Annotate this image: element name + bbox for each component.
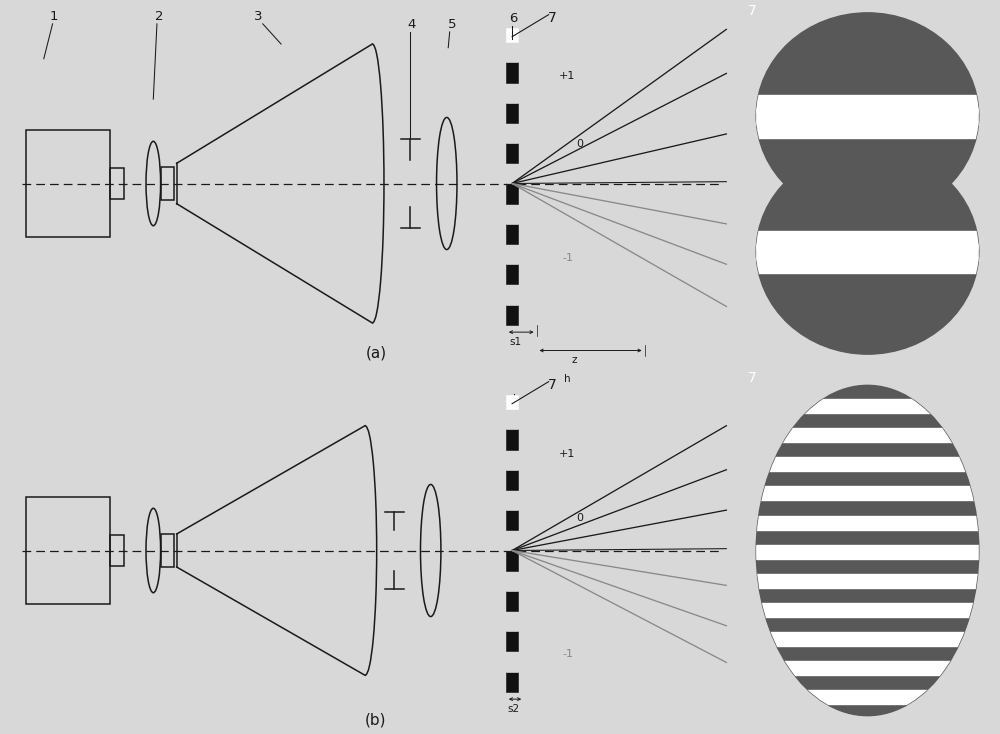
Bar <box>756 545 979 559</box>
Bar <box>506 591 518 611</box>
Text: l: l <box>513 394 516 404</box>
Bar <box>110 167 124 200</box>
Bar <box>161 167 174 200</box>
Bar <box>506 410 518 429</box>
Text: z: z <box>572 355 577 366</box>
Bar <box>506 550 518 571</box>
Bar <box>756 632 979 646</box>
Bar <box>756 121 979 138</box>
Bar <box>506 42 518 62</box>
Bar <box>756 244 979 261</box>
Bar <box>506 470 518 490</box>
Bar <box>756 95 979 112</box>
Bar <box>506 184 518 203</box>
Text: 6: 6 <box>510 12 518 25</box>
Bar <box>756 257 979 273</box>
Bar <box>756 399 979 413</box>
Bar <box>506 123 518 143</box>
Bar <box>506 510 518 530</box>
Text: 7: 7 <box>748 371 757 385</box>
Text: -1: -1 <box>562 252 573 263</box>
Bar <box>506 672 518 691</box>
Bar <box>756 457 979 471</box>
Text: 3: 3 <box>254 10 263 23</box>
Bar <box>506 285 518 305</box>
Bar <box>161 534 174 567</box>
Bar <box>506 103 518 123</box>
Bar <box>756 690 979 704</box>
Bar <box>506 244 518 264</box>
Text: +1: +1 <box>558 449 575 459</box>
Text: 5: 5 <box>448 18 457 31</box>
Text: (b): (b) <box>365 713 387 728</box>
Bar <box>756 487 979 501</box>
Text: (a): (a) <box>365 346 387 361</box>
Text: h: h <box>564 374 571 384</box>
Bar <box>506 28 518 42</box>
Bar <box>506 264 518 285</box>
Bar <box>506 204 518 224</box>
Bar <box>506 611 518 631</box>
Bar <box>506 62 518 83</box>
Text: -1: -1 <box>562 649 573 659</box>
Text: 7: 7 <box>548 11 557 25</box>
Text: 4: 4 <box>407 18 416 31</box>
Bar <box>506 490 518 510</box>
Ellipse shape <box>756 13 979 219</box>
Ellipse shape <box>756 148 979 354</box>
Bar <box>506 224 518 244</box>
Bar <box>506 82 518 103</box>
Text: 1: 1 <box>50 10 58 23</box>
Text: +1: +1 <box>558 71 575 81</box>
Text: 0: 0 <box>577 513 584 523</box>
Text: 0: 0 <box>577 139 584 149</box>
Bar <box>506 143 518 163</box>
Bar <box>756 515 979 529</box>
Bar <box>506 395 518 410</box>
Bar <box>506 163 518 184</box>
Bar <box>506 305 518 324</box>
Ellipse shape <box>756 385 979 716</box>
Text: 7: 7 <box>748 4 757 18</box>
Bar <box>506 530 518 550</box>
Bar <box>110 534 124 567</box>
Bar <box>26 131 110 237</box>
Bar <box>506 449 518 470</box>
Bar <box>26 498 110 603</box>
Bar <box>506 631 518 652</box>
Text: 2: 2 <box>155 10 164 23</box>
Bar <box>506 571 518 591</box>
Bar <box>756 603 979 617</box>
Bar <box>756 574 979 588</box>
Text: s2: s2 <box>507 704 519 714</box>
Bar <box>756 231 979 248</box>
Bar <box>506 429 518 449</box>
Text: 7: 7 <box>548 378 557 392</box>
Bar <box>756 429 979 443</box>
Text: s1: s1 <box>510 337 522 347</box>
Bar <box>506 652 518 672</box>
Bar <box>756 108 979 125</box>
Bar <box>756 661 979 675</box>
